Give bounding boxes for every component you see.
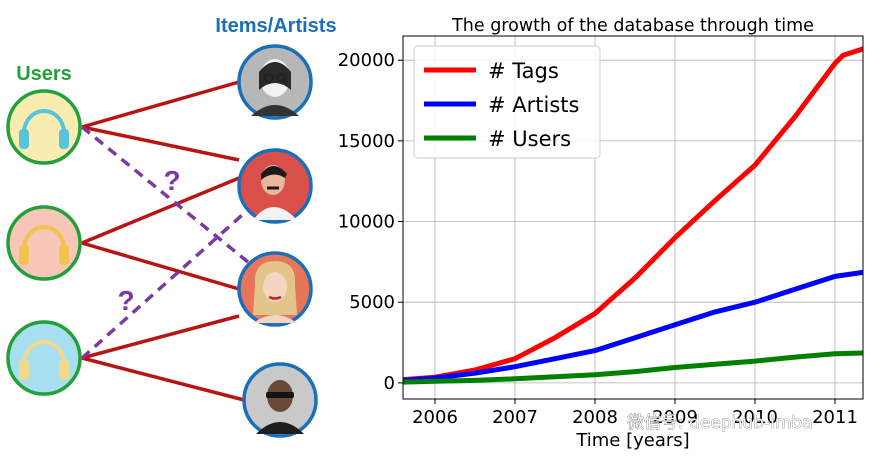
series-lines — [403, 46, 863, 385]
edge-user1-artist1 — [81, 80, 240, 129]
x-axis-ticks: 2006 2007 2008 2009 2010 2011 — [412, 399, 858, 428]
y-tick-label: 15000 — [338, 131, 395, 152]
x-axis-label: Time [years] — [575, 430, 689, 451]
y-axis-ticks: 0 5000 10000 15000 20000 — [338, 50, 403, 394]
headphones-icon — [19, 340, 69, 380]
legend-box — [413, 45, 601, 159]
x-tick-label: 2010 — [732, 407, 778, 428]
y-tick-label: 10000 — [338, 212, 395, 233]
y-tick-label: 0 — [384, 373, 395, 394]
series-line-1 — [403, 46, 863, 383]
items-artists-label: Items/Artists — [215, 15, 336, 37]
user-node-1 — [6, 89, 82, 165]
edge-user2-artist3 — [81, 241, 240, 291]
series-line-3 — [403, 350, 863, 385]
edge-user3-artist4 — [81, 356, 245, 402]
legend-label-2: # Artists — [488, 93, 579, 117]
edge-user2-artist2 — [81, 176, 240, 245]
users-label: Users — [16, 63, 72, 85]
question-mark-1: ? — [163, 165, 180, 196]
x-tick-label: 2007 — [492, 407, 538, 428]
headphones-icon — [19, 109, 69, 149]
headphones-icon — [19, 225, 69, 265]
artist-node-3 — [237, 251, 313, 327]
portrait-icon — [251, 59, 299, 116]
edge-user1-artist2 — [81, 125, 240, 162]
artist-node-4 — [242, 362, 318, 438]
x-tick-label: 2008 — [572, 407, 618, 428]
legend-label-3: # Users — [488, 127, 571, 151]
chart-title: The growth of the database through time — [451, 16, 814, 36]
x-tick-label: 2011 — [812, 407, 858, 428]
y-tick-label: 20000 — [338, 50, 395, 71]
dashed-edge-user1-artist3 — [80, 125, 250, 264]
legend: # Tags # Artists # Users — [413, 45, 601, 159]
artist-node-1 — [237, 44, 313, 120]
x-tick-label: 2009 — [652, 407, 698, 428]
dashed-edge-user3-artist2 — [80, 206, 252, 360]
edges — [80, 80, 252, 402]
edge-user3-artist3 — [81, 314, 240, 360]
portrait-icon — [253, 261, 297, 323]
x-tick-label: 2006 — [412, 407, 458, 428]
user-node-3 — [6, 320, 82, 396]
bipartite-graph: Items/Artists Users ? ? — [6, 15, 337, 438]
watermark: 微信号: deephub-imba — [627, 413, 813, 433]
legend-label-1: # Tags — [488, 59, 559, 83]
series-line-2 — [403, 269, 863, 383]
y-tick-label: 5000 — [349, 292, 395, 313]
user-node-2 — [6, 205, 82, 281]
portrait-icon — [256, 380, 304, 434]
question-mark-2: ? — [117, 285, 134, 316]
growth-chart: The growth of the database through time … — [338, 16, 864, 451]
plot-frame — [402, 35, 864, 400]
portrait-icon — [253, 165, 297, 220]
artist-node-2 — [237, 148, 313, 224]
